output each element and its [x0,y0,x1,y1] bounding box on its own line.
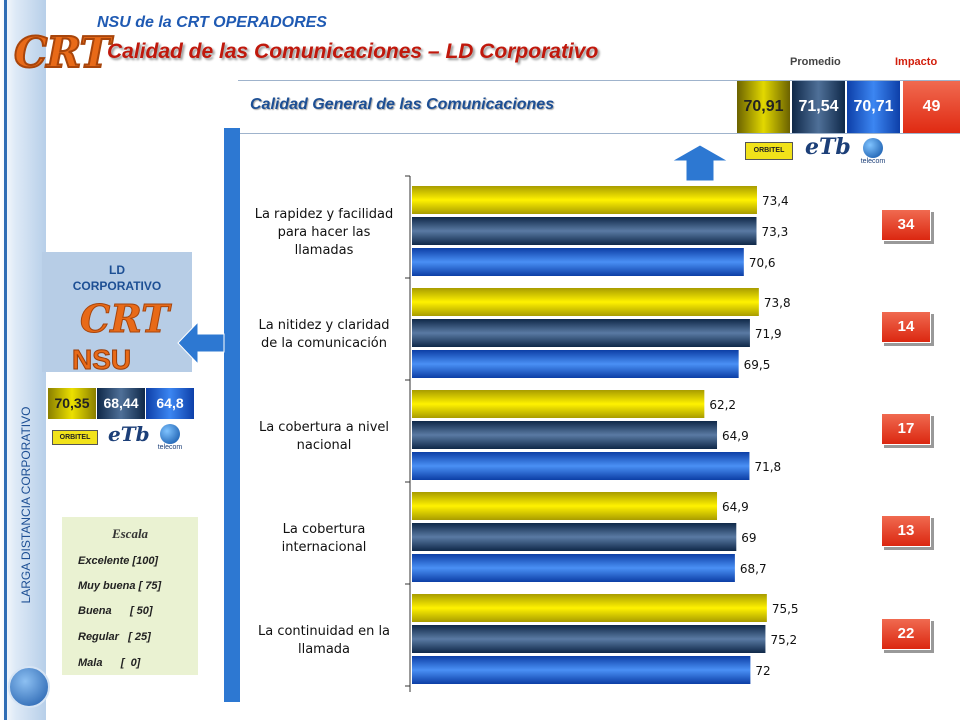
bar-value-label: 75,5 [772,602,799,616]
bar-value-label: 69,5 [744,358,771,372]
telecom-logo-text: telecom [860,158,886,165]
bar-etb [412,421,718,449]
category-label: llamada [298,642,350,657]
bar-telecom [412,248,744,276]
scale-item: Excelente [100] [78,555,159,567]
impact-badge: 14 [881,311,931,343]
general-value-telecom: 70,71 [847,81,900,133]
ld-value-telecom: 64,8 [146,388,194,419]
general-quality-label: Calidad General de las Comunicaciones [250,96,555,113]
bar-value-label: 71,8 [754,460,781,474]
scale-item: Muy buena [ 75] [78,580,162,592]
bar-orbitel [412,594,767,622]
bar-value-label: 75,2 [770,633,797,647]
telecom-logo: telecom [856,138,890,165]
bars [412,186,767,684]
data-labels: 73,4 73,8 62,2 64,9 75,5 73,3 71,9 64,9 69 75,2 70… [709,194,798,678]
bar-value-label: 71,9 [755,327,782,341]
chart-axis [405,175,411,692]
ld-etb-logo: eTb [108,422,150,446]
ld-corporativo-panel [42,252,192,372]
bar-value-label: 64,9 [722,500,749,514]
bar-chart: La rapidez y facilidad para hacer las llam… [255,175,799,692]
bar-telecom [412,350,739,378]
impact-badge: 17 [881,413,931,445]
telecom-globe-icon [863,138,883,158]
scale-item: Regular [ 25] [78,631,151,643]
bottom-emblem-icon [8,666,50,708]
category-label: La cobertura a nivel [259,420,389,435]
orbitel-logo: ORBITEL [745,142,793,160]
header-subtitle: NSU de la CRT OPERADORES [97,14,327,31]
crt-logo: CRT [13,27,112,78]
etb-logo: eTb [805,134,851,160]
ld-value-orbitel: 70,35 [48,388,96,419]
left-accent-line [4,0,7,720]
ld-crt-logo: CRT [79,296,170,342]
side-label: LARGA DISTANCIA CORPORATIVO [14,370,38,640]
bar-etb [412,217,757,245]
page-title: Calidad de las Comunicaciones – LD Corpo… [107,40,599,63]
general-value-etb: 71,54 [792,81,845,133]
ld-label-line1: LD [109,263,125,277]
bar-etb [412,319,750,347]
ld-label-line2: CORPORATIVO [72,279,162,293]
general-impact-value: 49 [903,81,960,133]
category-label: La nitidez y claridad [258,318,389,333]
bar-orbitel [412,492,718,520]
bar-orbitel [412,186,757,214]
ld-nsu-logo: NSU [71,344,132,376]
bar-etb [412,523,737,551]
category-label: nacional [297,438,352,453]
category-labels: La rapidez y facilidad para hacer las llam… [255,207,394,657]
up-arrow-icon [670,144,730,182]
blue-vertical-bar [224,128,240,702]
ld-corporativo-label: LD CORPORATIVO [42,262,192,294]
category-label: La rapidez y facilidad [255,207,394,222]
bar-telecom [412,656,751,684]
category-label: para hacer las [278,225,371,240]
ld-telecom-logo-text: telecom [157,444,183,451]
ld-value-etb: 68,44 [97,388,145,419]
impact-badge: 34 [881,209,931,241]
category-label: de la comunicación [261,336,387,351]
bar-etb [412,625,766,653]
bar-value-label: 68,7 [740,562,767,576]
bar-value-label: 62,2 [709,398,736,412]
bar-telecom [412,554,735,582]
scale-title: Escala [111,526,149,541]
bar-orbitel [412,390,705,418]
left-decorative-stripe [0,0,46,720]
bar-value-label: 64,9 [722,429,749,443]
impact-badge: 13 [881,515,931,547]
category-label: La cobertura [283,522,366,537]
ld-telecom-globe-icon [160,424,180,444]
left-arrow-icon [177,320,225,366]
bar-value-label: 69 [741,531,756,545]
general-value-orbitel: 70,91 [737,81,790,133]
column-header-promedio: Promedio [790,56,841,68]
bar-orbitel [412,288,759,316]
category-label: internacional [282,540,367,555]
category-label: llamadas [295,243,354,258]
bar-value-label: 73,3 [762,225,789,239]
column-header-impacto: Impacto [895,56,938,68]
scale-item: Mala [ 0] [78,657,141,669]
bar-value-label: 73,8 [764,296,791,310]
scale-item: Buena [ 50] [78,605,153,617]
scale-legend-box [62,517,198,675]
category-label: La continuidad en la [258,624,390,639]
ld-orbitel-logo: ORBITEL [52,430,98,445]
bar-value-label: 70,6 [749,256,776,270]
ld-telecom-logo: telecom [153,424,187,451]
impact-badge: 22 [881,618,931,650]
bar-value-label: 73,4 [762,194,789,208]
bar-value-label: 72 [755,664,770,678]
bar-telecom [412,452,750,480]
side-label-text: LARGA DISTANCIA CORPORATIVO [19,406,33,604]
